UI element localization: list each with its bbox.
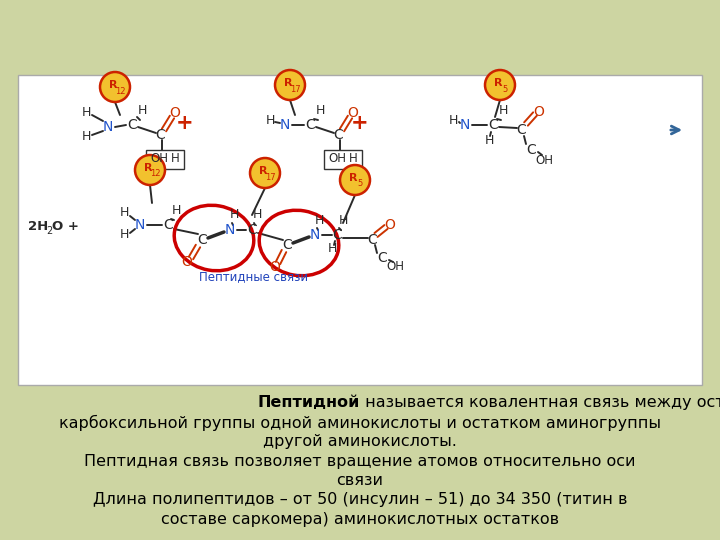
Text: H: H bbox=[138, 105, 147, 118]
Text: N: N bbox=[460, 118, 470, 132]
Text: H: H bbox=[338, 213, 348, 226]
Text: H: H bbox=[171, 204, 181, 217]
Text: C: C bbox=[526, 143, 536, 157]
Text: C: C bbox=[247, 223, 257, 237]
Text: Длина полипептидов – от 50 (инсулин – 51) до 34 350 (титин в: Длина полипептидов – от 50 (инсулин – 51… bbox=[93, 492, 627, 508]
FancyBboxPatch shape bbox=[324, 150, 362, 168]
Text: карбоксильной группы одной аминокислоты и остатком аминогруппы: карбоксильной группы одной аминокислоты … bbox=[59, 415, 661, 431]
Text: 17: 17 bbox=[289, 84, 300, 93]
Text: N: N bbox=[103, 120, 113, 134]
Text: R: R bbox=[144, 163, 152, 173]
Text: Пептидная связь позволяет вращение атомов относительно оси: Пептидная связь позволяет вращение атомо… bbox=[84, 454, 636, 469]
Text: H: H bbox=[315, 213, 324, 226]
Text: C: C bbox=[332, 228, 342, 242]
Text: H: H bbox=[229, 208, 239, 221]
Text: N: N bbox=[225, 223, 235, 237]
Circle shape bbox=[135, 155, 165, 185]
Text: 2H: 2H bbox=[28, 220, 48, 233]
Text: R: R bbox=[109, 80, 117, 90]
Text: Пептидной: Пептидной bbox=[258, 395, 360, 410]
Text: O: O bbox=[269, 260, 280, 274]
Text: O: O bbox=[384, 218, 395, 232]
Text: составе саркомера) аминокислотных остатков: составе саркомера) аминокислотных остатк… bbox=[161, 512, 559, 527]
Text: H: H bbox=[120, 228, 129, 241]
Text: H: H bbox=[120, 206, 129, 219]
Text: O: O bbox=[170, 106, 181, 120]
Text: H: H bbox=[81, 131, 91, 144]
Text: 5: 5 bbox=[357, 179, 363, 188]
Text: 17: 17 bbox=[265, 172, 275, 181]
Text: H: H bbox=[449, 113, 458, 126]
Text: R: R bbox=[494, 78, 503, 88]
Circle shape bbox=[485, 70, 515, 100]
Text: 2: 2 bbox=[46, 226, 53, 236]
Text: 12: 12 bbox=[114, 86, 125, 96]
Text: C: C bbox=[305, 118, 315, 132]
Text: OH: OH bbox=[535, 153, 553, 166]
Text: C: C bbox=[488, 118, 498, 132]
Text: N: N bbox=[310, 228, 320, 242]
Text: C: C bbox=[333, 128, 343, 142]
Text: +: + bbox=[176, 113, 194, 133]
Text: +: + bbox=[351, 113, 369, 133]
Circle shape bbox=[250, 158, 280, 188]
Text: H: H bbox=[315, 105, 325, 118]
Text: 5: 5 bbox=[503, 84, 508, 93]
Text: O: O bbox=[348, 106, 359, 120]
Text: C: C bbox=[197, 233, 207, 247]
Text: H: H bbox=[252, 207, 261, 220]
Text: называется ковалентная связь между остатком: называется ковалентная связь между остат… bbox=[360, 395, 720, 410]
Text: OH: OH bbox=[150, 152, 168, 165]
Text: OH: OH bbox=[328, 152, 346, 165]
Text: H: H bbox=[328, 242, 337, 255]
FancyBboxPatch shape bbox=[146, 150, 184, 168]
Text: H: H bbox=[348, 152, 357, 165]
Text: Пептидные связи: Пептидные связи bbox=[199, 271, 309, 284]
Text: O +: O + bbox=[52, 220, 79, 233]
Text: связи: связи bbox=[336, 473, 384, 488]
Text: N: N bbox=[135, 218, 145, 232]
Text: H: H bbox=[485, 133, 494, 146]
Text: H: H bbox=[171, 152, 179, 165]
Text: H: H bbox=[81, 106, 91, 119]
FancyBboxPatch shape bbox=[18, 75, 702, 385]
Text: C: C bbox=[127, 118, 137, 132]
Text: C: C bbox=[282, 238, 292, 252]
Circle shape bbox=[340, 165, 370, 195]
Text: R: R bbox=[284, 78, 292, 88]
Circle shape bbox=[275, 70, 305, 100]
Text: другой аминокислоты.: другой аминокислоты. bbox=[263, 434, 457, 449]
Text: C: C bbox=[377, 251, 387, 265]
Text: C: C bbox=[367, 233, 377, 247]
Text: C: C bbox=[155, 128, 165, 142]
Circle shape bbox=[100, 72, 130, 102]
Text: H: H bbox=[265, 113, 275, 126]
Text: R: R bbox=[258, 166, 267, 176]
Text: C: C bbox=[163, 218, 173, 232]
Text: OH: OH bbox=[386, 260, 404, 273]
Text: O: O bbox=[181, 255, 192, 269]
Text: O: O bbox=[534, 105, 544, 119]
Text: 12: 12 bbox=[150, 170, 161, 179]
Text: R: R bbox=[348, 173, 357, 183]
Text: C: C bbox=[516, 123, 526, 137]
Text: N: N bbox=[280, 118, 290, 132]
Text: H: H bbox=[498, 105, 508, 118]
